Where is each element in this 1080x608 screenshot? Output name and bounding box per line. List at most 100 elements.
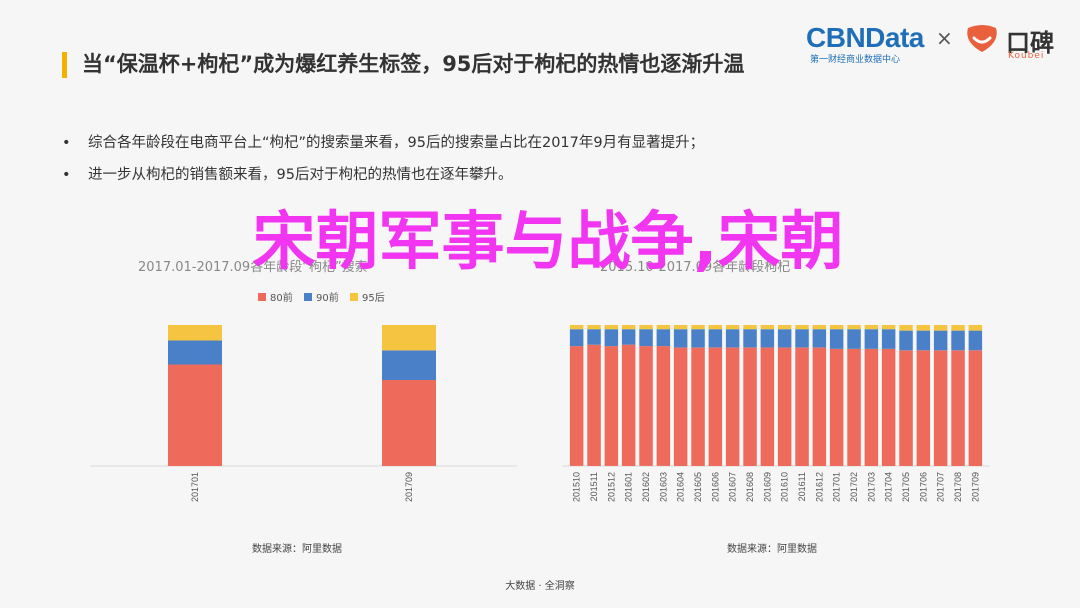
x-tick-label: 201512 bbox=[606, 472, 616, 502]
x-tick-label: 201709 bbox=[404, 472, 414, 502]
bar-segment bbox=[168, 340, 222, 365]
x-tick-label: 201708 bbox=[953, 472, 963, 502]
bar-segment bbox=[864, 325, 879, 330]
bar-segment bbox=[604, 329, 619, 347]
bar-segment bbox=[604, 346, 619, 466]
bar-segment bbox=[881, 329, 896, 349]
legend-swatch bbox=[304, 293, 312, 301]
x-tick-label: 201701 bbox=[190, 472, 200, 502]
bullet-item: 进一步从枸杞的销售额来看，95后对于枸杞的热情也在逐年攀升。 bbox=[62, 159, 942, 191]
bar-segment bbox=[604, 325, 619, 330]
legend-swatch bbox=[258, 293, 266, 301]
bar-segment bbox=[656, 325, 671, 330]
right-chart-title: 2015.10-2017.09各年龄段枸杞 bbox=[600, 260, 791, 275]
bar-segment bbox=[847, 329, 861, 349]
bar-segment bbox=[621, 325, 636, 330]
bar-segment bbox=[760, 325, 775, 330]
bar-segment bbox=[725, 347, 740, 466]
bar-segment bbox=[847, 325, 861, 330]
bar-segment bbox=[691, 325, 705, 330]
bar-segment bbox=[691, 347, 705, 466]
koubei-icon bbox=[967, 25, 997, 52]
bar-segment bbox=[639, 346, 653, 466]
legend-swatch bbox=[350, 293, 358, 301]
bar-segment bbox=[168, 364, 222, 466]
x-tick-label: 201702 bbox=[849, 472, 859, 502]
bar-segment bbox=[916, 325, 931, 331]
bar-segment bbox=[881, 349, 896, 466]
bar-segment bbox=[864, 329, 879, 349]
bar-segment bbox=[899, 350, 913, 466]
x-tick-label: 201609 bbox=[762, 472, 772, 502]
bar-segment bbox=[829, 325, 844, 330]
bar-segment bbox=[569, 329, 584, 347]
bar-segment bbox=[621, 329, 636, 345]
page-title: 当“保温杯+枸杞”成为爆红养生标签，95后对于枸杞的热情也逐渐升温 bbox=[82, 52, 745, 76]
legend-label: 95后 bbox=[362, 292, 385, 304]
koubei-logo-subtitle: Koubei bbox=[1008, 51, 1045, 61]
x-tick-label: 201703 bbox=[866, 472, 876, 502]
bar-segment bbox=[812, 347, 827, 466]
bar-segment bbox=[933, 350, 948, 466]
bar-segment bbox=[168, 325, 222, 341]
bar-segment bbox=[656, 346, 671, 466]
logo-group: CBNData 第一财经商业数据中心 × 口碑 Koubei bbox=[800, 22, 1060, 65]
bar-segment bbox=[673, 347, 688, 466]
bar-segment bbox=[760, 347, 775, 466]
bullet-item: 综合各年龄段在电商平台上“枸杞”的搜索量来看，95后的搜索量占比在2017年9月… bbox=[62, 127, 942, 159]
x-tick-label: 201611 bbox=[797, 472, 807, 501]
bar-segment bbox=[656, 329, 671, 347]
koubei-logo: 口碑 bbox=[1006, 29, 1054, 57]
bar-segment bbox=[795, 347, 809, 466]
bar-segment bbox=[743, 325, 757, 330]
bar-segment bbox=[951, 325, 965, 331]
bar-segment bbox=[777, 325, 792, 330]
x-tick-label: 201606 bbox=[710, 472, 720, 502]
x-tick-label: 201701 bbox=[832, 472, 842, 502]
bar-segment bbox=[933, 325, 948, 331]
bar-segment bbox=[829, 329, 844, 349]
bar-segment bbox=[899, 330, 913, 351]
bar-segment bbox=[382, 325, 436, 351]
bar-segment bbox=[725, 329, 740, 348]
bar-segment bbox=[621, 344, 636, 466]
bar-segment bbox=[639, 329, 653, 347]
x-tick-label: 201607 bbox=[728, 472, 738, 502]
cbndata-logo: CBNData bbox=[806, 22, 924, 53]
x-tick-label: 201704 bbox=[884, 472, 894, 502]
bar-segment bbox=[673, 325, 688, 330]
x-tick-label: 201709 bbox=[970, 472, 980, 502]
footer-tagline: 大数据 · 全洞察 bbox=[505, 581, 575, 592]
right-chart-source: 数据来源：阿里数据 bbox=[727, 544, 817, 555]
bar-segment bbox=[777, 329, 792, 348]
bar-segment bbox=[725, 325, 740, 330]
bar-segment bbox=[951, 350, 965, 466]
bar-segment bbox=[760, 329, 775, 348]
x-tick-label: 201608 bbox=[745, 472, 755, 502]
bar-segment bbox=[743, 329, 757, 348]
x-tick-label: 201706 bbox=[918, 472, 928, 502]
bar-segment bbox=[382, 350, 436, 380]
bar-segment bbox=[812, 325, 827, 330]
bar-segment bbox=[864, 349, 879, 466]
bar-segment bbox=[569, 325, 584, 330]
bar-segment bbox=[673, 329, 688, 348]
x-tick-label: 201602 bbox=[641, 472, 651, 502]
bar-segment bbox=[829, 349, 844, 466]
bar-segment bbox=[899, 325, 913, 331]
x-tick-label: 201612 bbox=[814, 472, 824, 502]
x-tick-label: 201604 bbox=[676, 472, 686, 502]
x-tick-label: 201707 bbox=[936, 472, 946, 502]
bar-segment bbox=[933, 330, 948, 351]
bar-segment bbox=[881, 325, 896, 330]
bar-segment bbox=[795, 329, 809, 348]
bar-segment bbox=[968, 350, 983, 466]
bar-segment bbox=[847, 349, 861, 466]
left-chart-title: 2017.01-2017.09各年龄段“枸杞”搜索 bbox=[138, 260, 368, 275]
legend-label: 80前 bbox=[270, 291, 293, 304]
bar-segment bbox=[708, 347, 723, 466]
x-tick-label: 201705 bbox=[901, 472, 911, 502]
bar-segment bbox=[951, 330, 965, 351]
